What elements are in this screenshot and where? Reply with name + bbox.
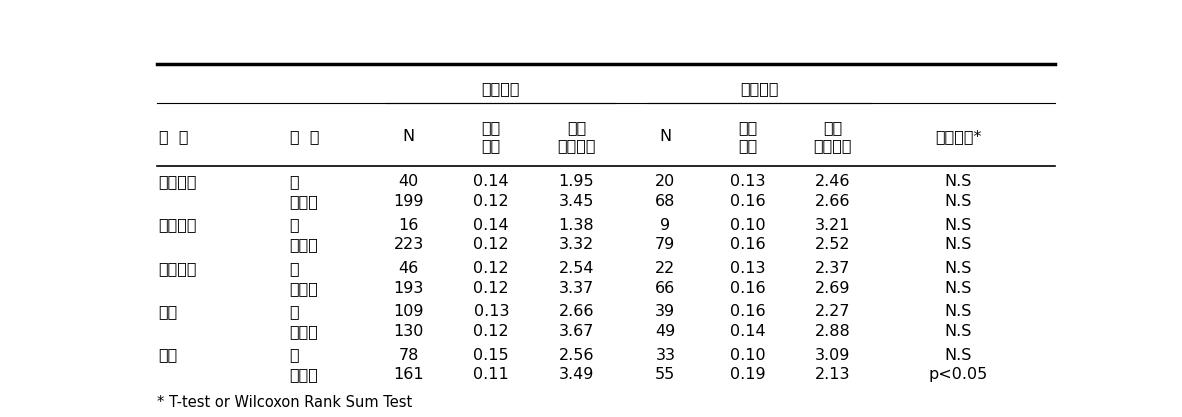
Text: 3.45: 3.45 [559, 194, 595, 209]
Text: N: N [660, 129, 671, 144]
Text: 0.13: 0.13 [730, 174, 766, 189]
Text: 기하
평균: 기하 평균 [738, 121, 758, 153]
Text: 79: 79 [655, 237, 675, 252]
Text: 현재흡연: 현재흡연 [158, 218, 197, 233]
Text: 2.37: 2.37 [816, 261, 851, 276]
Text: 1.95: 1.95 [559, 174, 595, 189]
Text: 0.10: 0.10 [730, 348, 766, 362]
Text: 0.16: 0.16 [730, 281, 766, 296]
Text: 0.16: 0.16 [730, 237, 766, 252]
Text: 193: 193 [394, 281, 424, 296]
Text: 0.12: 0.12 [474, 324, 509, 339]
Text: 66: 66 [655, 281, 675, 296]
Text: 39: 39 [655, 304, 675, 319]
Text: 기하
평균: 기하 평균 [481, 121, 501, 153]
Text: p<0.05: p<0.05 [929, 367, 988, 382]
Text: 예: 예 [290, 218, 299, 233]
Text: 49: 49 [655, 324, 675, 339]
Text: 예: 예 [290, 348, 299, 362]
Text: 2.88: 2.88 [816, 324, 851, 339]
Text: 0.10: 0.10 [730, 218, 766, 233]
Text: 78: 78 [398, 348, 418, 362]
Text: 55: 55 [655, 367, 675, 382]
Text: 항  목: 항 목 [158, 129, 188, 144]
Text: 0.14: 0.14 [474, 218, 509, 233]
Text: 3.37: 3.37 [559, 281, 595, 296]
Text: N.S: N.S [944, 237, 972, 252]
Text: 0.13: 0.13 [730, 261, 766, 276]
Text: 20: 20 [655, 174, 675, 189]
Text: N.S: N.S [944, 194, 972, 209]
Text: 3.67: 3.67 [559, 324, 595, 339]
Text: 구  분: 구 분 [290, 129, 319, 144]
Text: 130: 130 [394, 324, 424, 339]
Text: 0.12: 0.12 [474, 237, 509, 252]
Text: 161: 161 [394, 367, 424, 382]
Text: 0.14: 0.14 [730, 324, 766, 339]
Text: 16: 16 [398, 218, 418, 233]
Text: 0.16: 0.16 [730, 194, 766, 209]
Text: 2.27: 2.27 [816, 304, 851, 319]
Text: 3.09: 3.09 [816, 348, 851, 362]
Text: N.S: N.S [944, 218, 972, 233]
Text: 아니오: 아니오 [290, 281, 319, 296]
Text: 예: 예 [290, 261, 299, 276]
Text: N.S: N.S [944, 304, 972, 319]
Text: 0.12: 0.12 [474, 261, 509, 276]
Text: 0.19: 0.19 [730, 367, 766, 382]
Text: 예: 예 [290, 174, 299, 189]
Text: 노출지역: 노출지역 [481, 81, 520, 96]
Text: 2.52: 2.52 [816, 237, 851, 252]
Text: 3.21: 3.21 [816, 218, 851, 233]
Text: * T-test or Wilcoxon Rank Sum Test: * T-test or Wilcoxon Rank Sum Test [157, 395, 413, 410]
Text: 2.13: 2.13 [816, 367, 851, 382]
Text: 40: 40 [398, 174, 418, 189]
Text: 0.14: 0.14 [474, 174, 509, 189]
Text: N.S: N.S [944, 261, 972, 276]
Text: 0.12: 0.12 [474, 281, 509, 296]
Text: 0.15: 0.15 [474, 348, 509, 362]
Text: 운동: 운동 [158, 348, 178, 362]
Text: 0.16: 0.16 [730, 304, 766, 319]
Text: 223: 223 [394, 237, 424, 252]
Text: 46: 46 [398, 261, 418, 276]
Text: 기하
표준편차: 기하 표준편차 [813, 121, 852, 153]
Text: 2.66: 2.66 [559, 304, 595, 319]
Text: 109: 109 [394, 304, 424, 319]
Text: 0.11: 0.11 [474, 367, 509, 382]
Text: 1.38: 1.38 [559, 218, 595, 233]
Text: 비교지역: 비교지역 [740, 81, 779, 96]
Text: N: N [403, 129, 415, 144]
Text: 2.69: 2.69 [816, 281, 851, 296]
Text: 199: 199 [394, 194, 424, 209]
Text: 기하
표준편차: 기하 표준편차 [557, 121, 596, 153]
Text: 3.49: 3.49 [559, 367, 595, 382]
Text: N.S: N.S [944, 324, 972, 339]
Text: 2.54: 2.54 [559, 261, 595, 276]
Text: 9: 9 [661, 218, 670, 233]
Text: 간접흡연: 간접흡연 [158, 261, 197, 276]
Text: 0.12: 0.12 [474, 194, 509, 209]
Text: 아니오: 아니오 [290, 237, 319, 252]
Text: 음주: 음주 [158, 304, 178, 319]
Text: 예: 예 [290, 304, 299, 319]
Text: 0.13: 0.13 [474, 304, 509, 319]
Text: 아니오: 아니오 [290, 367, 319, 382]
Text: 2.66: 2.66 [816, 194, 851, 209]
Text: 아니오: 아니오 [290, 194, 319, 209]
Text: 아니오: 아니오 [290, 324, 319, 339]
Text: N.S: N.S [944, 174, 972, 189]
Text: N.S: N.S [944, 348, 972, 362]
Text: 과거흡연: 과거흡연 [158, 174, 197, 189]
Text: 68: 68 [655, 194, 675, 209]
Text: 2.46: 2.46 [816, 174, 851, 189]
Text: 3.32: 3.32 [559, 237, 595, 252]
Text: 33: 33 [655, 348, 675, 362]
Text: 2.56: 2.56 [559, 348, 595, 362]
Text: N.S: N.S [944, 281, 972, 296]
Text: 22: 22 [655, 261, 675, 276]
Text: 유의수준*: 유의수준* [935, 129, 981, 144]
